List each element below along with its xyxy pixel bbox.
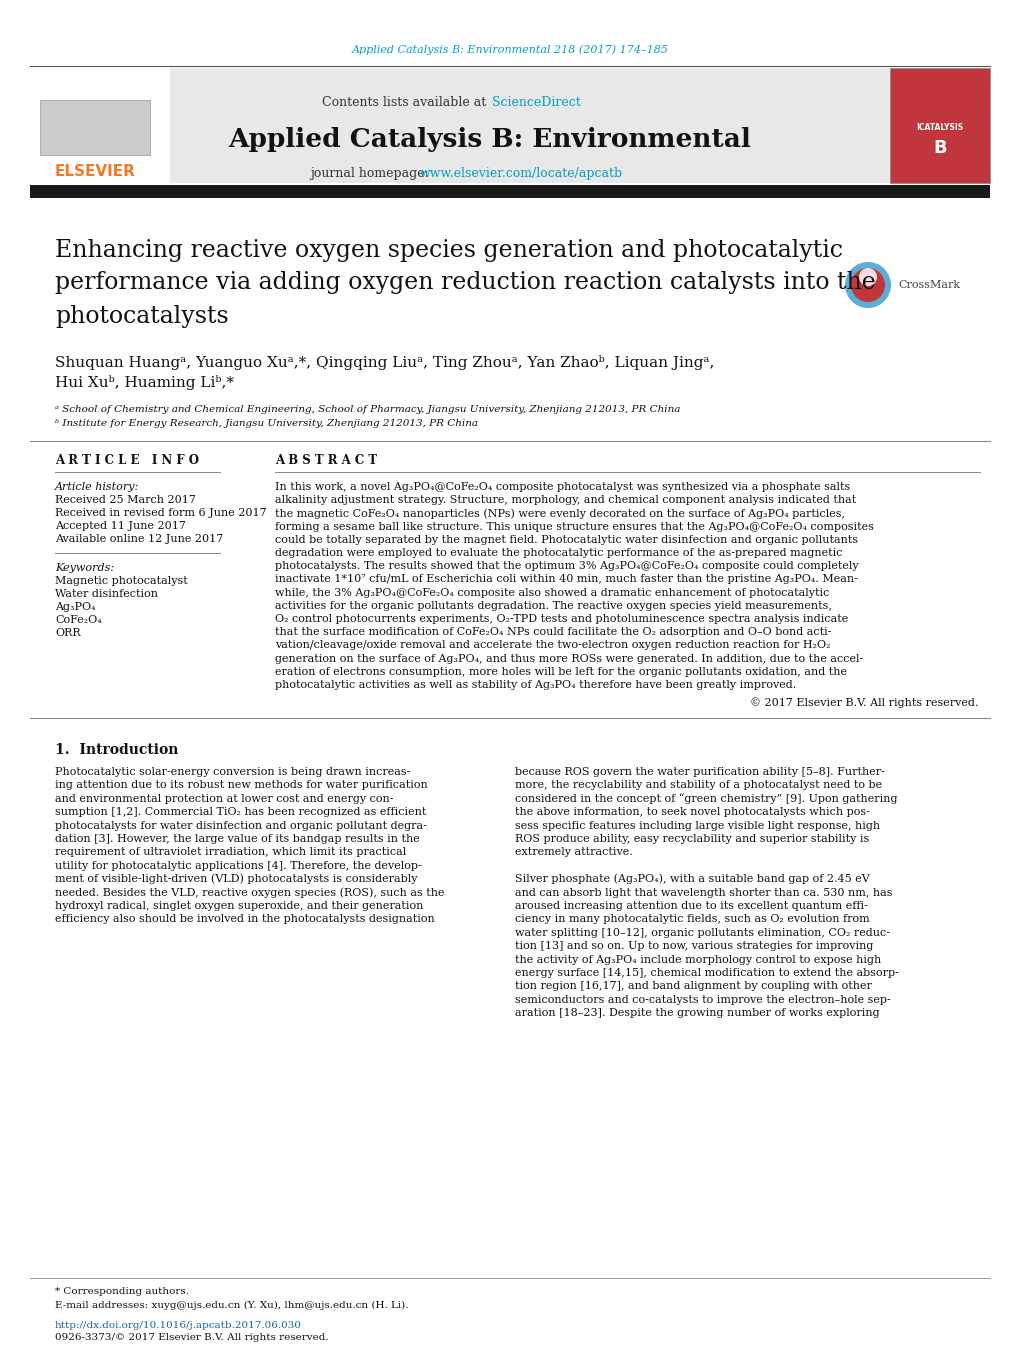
Text: aroused increasing attention due to its excellent quantum effi-: aroused increasing attention due to its …: [515, 901, 867, 911]
Text: Silver phosphate (Ag₃PO₄), with a suitable band gap of 2.45 eV: Silver phosphate (Ag₃PO₄), with a suitab…: [515, 874, 869, 885]
Text: semiconductors and co-catalysts to improve the electron–hole sep-: semiconductors and co-catalysts to impro…: [515, 994, 890, 1005]
Text: Water disinfection: Water disinfection: [55, 589, 158, 598]
Text: while, the 3% Ag₃PO₄@CoFe₂O₄ composite also showed a dramatic enhancement of pho: while, the 3% Ag₃PO₄@CoFe₂O₄ composite a…: [275, 588, 828, 597]
Text: In this work, a novel Ag₃PO₄@CoFe₂O₄ composite photocatalyst was synthesized via: In this work, a novel Ag₃PO₄@CoFe₂O₄ com…: [275, 482, 850, 492]
Text: CoFe₂O₄: CoFe₂O₄: [55, 615, 102, 626]
Text: A B S T R A C T: A B S T R A C T: [275, 454, 377, 466]
Text: Contents lists available at: Contents lists available at: [321, 96, 489, 108]
Bar: [890, 68, 989, 182]
Text: www.elsevier.com/locate/apcatb: www.elsevier.com/locate/apcatb: [420, 168, 623, 181]
Text: ICATALYSIS: ICATALYSIS: [915, 123, 963, 132]
Text: Applied Catalysis B: Environmental 218 (2017) 174–185: Applied Catalysis B: Environmental 218 (…: [352, 45, 667, 55]
Text: generation on the surface of Ag₃PO₄, and thus more ROSs were generated. In addit: generation on the surface of Ag₃PO₄, and…: [275, 654, 862, 663]
Text: ᵃ School of Chemistry and Chemical Engineering, School of Pharmacy, Jiangsu Univ: ᵃ School of Chemistry and Chemical Engin…: [55, 405, 680, 415]
Text: http://dx.doi.org/10.1016/j.apcatb.2017.06.030: http://dx.doi.org/10.1016/j.apcatb.2017.…: [55, 1320, 302, 1329]
Text: ROS produce ability, easy recyclability and superior stability is: ROS produce ability, easy recyclability …: [515, 834, 868, 844]
Text: activities for the organic pollutants degradation. The reactive oxygen species y: activities for the organic pollutants de…: [275, 601, 832, 611]
Text: performance via adding oxygen reduction reaction catalysts into the: performance via adding oxygen reduction …: [55, 272, 875, 295]
Text: Article history:: Article history:: [55, 482, 140, 492]
Text: the magnetic CoFe₂O₄ nanoparticles (NPs) were evenly decorated on the surface of: the magnetic CoFe₂O₄ nanoparticles (NPs)…: [275, 508, 844, 519]
Text: needed. Besides the VLD, reactive oxygen species (ROS), such as the: needed. Besides the VLD, reactive oxygen…: [55, 888, 444, 898]
Text: ELSEVIER: ELSEVIER: [54, 165, 136, 180]
Text: ment of visible-light-driven (VLD) photocatalysts is considerably: ment of visible-light-driven (VLD) photo…: [55, 874, 417, 885]
Text: Photocatalytic solar-energy conversion is being drawn increas-: Photocatalytic solar-energy conversion i…: [55, 767, 410, 777]
Text: ᵇ Institute for Energy Research, Jiangsu University, Zhenjiang 212013, PR China: ᵇ Institute for Energy Research, Jiangsu…: [55, 420, 478, 428]
Text: forming a sesame ball like structure. This unique structure ensures that the Ag₃: forming a sesame ball like structure. Th…: [275, 521, 873, 531]
Text: Hui Xuᵇ, Huaming Liᵇ,*: Hui Xuᵇ, Huaming Liᵇ,*: [55, 374, 233, 389]
Text: 0926-3373/© 2017 Elsevier B.V. All rights reserved.: 0926-3373/© 2017 Elsevier B.V. All right…: [55, 1333, 328, 1343]
Text: because ROS govern the water purification ability [5–8]. Further-: because ROS govern the water purificatio…: [515, 767, 884, 777]
Circle shape: [858, 267, 876, 286]
Text: efficiency also should be involved in the photocatalysts designation: efficiency also should be involved in th…: [55, 915, 434, 924]
Text: Accepted 11 June 2017: Accepted 11 June 2017: [55, 521, 185, 531]
Text: Shuquan Huangᵃ, Yuanguo Xuᵃ,*, Qingqing Liuᵃ, Ting Zhouᵃ, Yan Zhaoᵇ, Liquan Jing: Shuquan Huangᵃ, Yuanguo Xuᵃ,*, Qingqing …: [55, 354, 713, 370]
Text: ing attention due to its robust new methods for water purification: ing attention due to its robust new meth…: [55, 781, 427, 790]
Circle shape: [850, 267, 884, 303]
Text: considered in the concept of “green chemistry” [9]. Upon gathering: considered in the concept of “green chem…: [515, 793, 897, 804]
Text: Enhancing reactive oxygen species generation and photocatalytic: Enhancing reactive oxygen species genera…: [55, 239, 842, 262]
Text: © 2017 Elsevier B.V. All rights reserved.: © 2017 Elsevier B.V. All rights reserved…: [749, 697, 977, 708]
Text: utility for photocatalytic applications [4]. Therefore, the develop-: utility for photocatalytic applications …: [55, 861, 421, 871]
Text: could be totally separated by the magnet field. Photocatalytic water disinfectio: could be totally separated by the magnet…: [275, 535, 857, 544]
Text: ORR: ORR: [55, 628, 81, 638]
Text: journal homepage:: journal homepage:: [310, 168, 432, 181]
Text: photocatalysts for water disinfection and organic pollutant degra-: photocatalysts for water disinfection an…: [55, 820, 427, 831]
Text: tion region [16,17], and band alignment by coupling with other: tion region [16,17], and band alignment …: [515, 981, 871, 992]
Text: the above information, to seek novel photocatalysts which pos-: the above information, to seek novel pho…: [515, 807, 869, 817]
Text: photocatalysts: photocatalysts: [55, 304, 228, 327]
Text: sess specific features including large visible light response, high: sess specific features including large v…: [515, 820, 879, 831]
Text: Applied Catalysis B: Environmental: Applied Catalysis B: Environmental: [228, 127, 751, 153]
Text: more, the recyclability and stability of a photocatalyst need to be: more, the recyclability and stability of…: [515, 781, 881, 790]
Text: that the surface modification of CoFe₂O₄ NPs could facilitate the O₂ adsorption : that the surface modification of CoFe₂O₄…: [275, 627, 830, 638]
Text: O₂ control photocurrents experiments, O₂-TPD tests and photoluminescence spectra: O₂ control photocurrents experiments, O₂…: [275, 613, 848, 624]
Bar: [30, 68, 890, 182]
Text: ciency in many photocatalytic fields, such as O₂ evolution from: ciency in many photocatalytic fields, su…: [515, 915, 869, 924]
Text: Keywords:: Keywords:: [55, 563, 114, 573]
Text: * Corresponding authors.: * Corresponding authors.: [55, 1288, 189, 1297]
Text: photocatalytic activities as well as stability of Ag₃PO₄ therefore have been gre: photocatalytic activities as well as sta…: [275, 680, 796, 690]
Bar: [40, 100, 150, 155]
Bar: [30, 185, 989, 199]
Circle shape: [844, 262, 891, 308]
Text: requirement of ultraviolet irradiation, which limit its practical: requirement of ultraviolet irradiation, …: [55, 847, 406, 858]
Text: sumption [1,2]. Commercial TiO₂ has been recognized as efficient: sumption [1,2]. Commercial TiO₂ has been…: [55, 807, 426, 817]
Text: energy surface [14,15], chemical modification to extend the absorp-: energy surface [14,15], chemical modific…: [515, 969, 898, 978]
Text: vation/cleavage/oxide removal and accelerate the two-electron oxygen reduction r: vation/cleavage/oxide removal and accele…: [275, 640, 829, 650]
Text: the activity of Ag₃PO₄ include morphology control to expose high: the activity of Ag₃PO₄ include morpholog…: [515, 955, 880, 965]
Text: Ag₃PO₄: Ag₃PO₄: [55, 603, 96, 612]
Text: photocatalysts. The results showed that the optimum 3% Ag₃PO₄@CoFe₂O₄ composite : photocatalysts. The results showed that …: [275, 561, 858, 571]
Text: 1.  Introduction: 1. Introduction: [55, 743, 178, 757]
Text: degradation were employed to evaluate the photocatalytic performance of the as-p: degradation were employed to evaluate th…: [275, 549, 842, 558]
Text: inactivate 1*10⁷ cfu/mL of Escherichia coli within 40 min, much faster than the : inactivate 1*10⁷ cfu/mL of Escherichia c…: [275, 574, 857, 585]
Text: Received 25 March 2017: Received 25 March 2017: [55, 494, 196, 505]
Text: and can absorb light that wavelength shorter than ca. 530 nm, has: and can absorb light that wavelength sho…: [515, 888, 892, 897]
Text: E-mail addresses: xuyg@ujs.edu.cn (Y. Xu), lhm@ujs.edu.cn (H. Li).: E-mail addresses: xuyg@ujs.edu.cn (Y. Xu…: [55, 1301, 408, 1309]
Text: B: B: [932, 139, 946, 157]
Text: A R T I C L E   I N F O: A R T I C L E I N F O: [55, 454, 199, 466]
Text: and environmental protection at lower cost and energy con-: and environmental protection at lower co…: [55, 794, 393, 804]
Text: alkalinity adjustment strategy. Structure, morphology, and chemical component an: alkalinity adjustment strategy. Structur…: [275, 496, 855, 505]
Text: eration of electrons consumption, more holes will be left for the organic pollut: eration of electrons consumption, more h…: [275, 667, 846, 677]
Text: CrossMark: CrossMark: [897, 280, 959, 290]
Text: Received in revised form 6 June 2017: Received in revised form 6 June 2017: [55, 508, 266, 517]
Text: tion [13] and so on. Up to now, various strategies for improving: tion [13] and so on. Up to now, various …: [515, 942, 872, 951]
Text: hydroxyl radical, singlet oxygen superoxide, and their generation: hydroxyl radical, singlet oxygen superox…: [55, 901, 423, 911]
Text: ScienceDirect: ScienceDirect: [491, 96, 580, 108]
Text: aration [18–23]. Despite the growing number of works exploring: aration [18–23]. Despite the growing num…: [515, 1008, 878, 1019]
Bar: [30, 68, 170, 182]
Text: extremely attractive.: extremely attractive.: [515, 847, 632, 858]
Text: water splitting [10–12], organic pollutants elimination, CO₂ reduc-: water splitting [10–12], organic polluta…: [515, 928, 890, 938]
Text: dation [3]. However, the large value of its bandgap results in the: dation [3]. However, the large value of …: [55, 834, 420, 844]
Text: Magnetic photocatalyst: Magnetic photocatalyst: [55, 576, 187, 586]
Text: Available online 12 June 2017: Available online 12 June 2017: [55, 534, 223, 544]
